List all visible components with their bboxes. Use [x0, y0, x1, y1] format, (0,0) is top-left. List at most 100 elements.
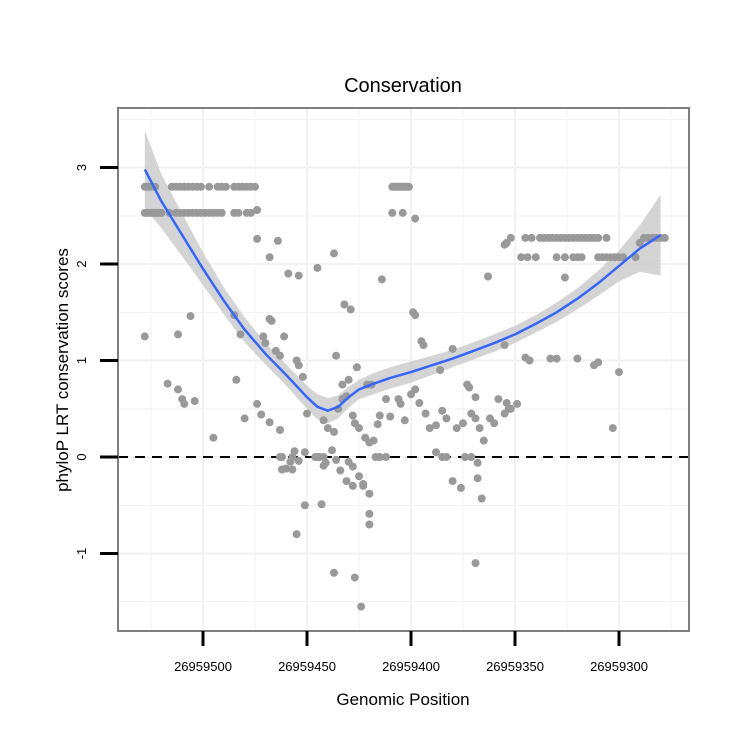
- data-point: [404, 182, 413, 191]
- data-point: [594, 233, 603, 242]
- data-point: [560, 273, 569, 282]
- data-point: [276, 351, 284, 360]
- data-point: [294, 271, 303, 280]
- data-point: [253, 206, 262, 214]
- data-point: [163, 379, 172, 388]
- data-point: [290, 447, 299, 456]
- data-point: [660, 233, 669, 242]
- data-point: [471, 393, 480, 402]
- smooth-line: [143, 168, 662, 412]
- data-point: [278, 453, 286, 461]
- data-point: [500, 409, 509, 418]
- data-point: [294, 456, 303, 465]
- data-point: [330, 249, 338, 258]
- data-point: [332, 351, 341, 360]
- data-point: [180, 399, 189, 408]
- data-point: [552, 354, 561, 363]
- data-point: [452, 424, 461, 433]
- data-point: [411, 311, 420, 320]
- data-point: [432, 448, 440, 457]
- data-point: [294, 361, 303, 370]
- data-point: [471, 559, 480, 568]
- y-tick-label: 0: [74, 453, 89, 460]
- grid-lines: [118, 108, 689, 631]
- data-point: [531, 253, 540, 262]
- data-point: [303, 409, 311, 418]
- data-point: [465, 383, 474, 392]
- y-tick-label: 3: [74, 164, 89, 171]
- data-point: [461, 453, 470, 461]
- data-point: [436, 366, 445, 375]
- data-point: [365, 520, 374, 529]
- data-point: [506, 404, 515, 413]
- data-point: [196, 182, 205, 191]
- data-point: [448, 344, 457, 353]
- data-point: [386, 412, 395, 421]
- data-point: [332, 455, 341, 464]
- data-point: [513, 399, 522, 408]
- data-point: [467, 453, 476, 461]
- data-point: [344, 375, 353, 384]
- data-point: [157, 208, 166, 217]
- data-point: [415, 399, 424, 407]
- y-tick-label: 2: [74, 260, 89, 267]
- data-point: [388, 208, 397, 217]
- data-point: [521, 233, 530, 242]
- data-point: [253, 234, 262, 243]
- data-point: [525, 356, 534, 365]
- data-point: [359, 480, 368, 488]
- data-point: [411, 385, 420, 394]
- x-tick-label: 26959450: [278, 659, 336, 674]
- y-tick-label: 1: [74, 357, 89, 364]
- data-point: [348, 481, 357, 490]
- data-point: [373, 420, 382, 429]
- data-point: [475, 424, 484, 433]
- data-point: [257, 410, 266, 419]
- data-point: [217, 208, 226, 217]
- data-point: [298, 372, 307, 381]
- data-point: [473, 474, 482, 483]
- data-point: [251, 182, 259, 191]
- data-point: [221, 182, 230, 191]
- data-point: [282, 464, 291, 473]
- data-point: [546, 354, 555, 363]
- data-point: [494, 395, 503, 404]
- x-tick-label: 26959500: [174, 659, 232, 674]
- y-axis-ticks: -1 0 1 2 3: [74, 164, 118, 559]
- data-point: [365, 489, 374, 498]
- data-point: [259, 332, 268, 341]
- data-point: [319, 416, 328, 425]
- x-tick-label: 26959400: [382, 659, 440, 674]
- data-point: [396, 399, 405, 408]
- data-point: [190, 397, 199, 405]
- data-point: [350, 573, 359, 582]
- data-point: [246, 208, 255, 217]
- data-point: [348, 462, 357, 471]
- data-point: [140, 332, 149, 341]
- data-point: [346, 305, 355, 314]
- data-point: [523, 253, 532, 262]
- data-point: [411, 214, 420, 223]
- data-point: [560, 253, 569, 262]
- x-axis-ticks: 26959500 26959450 26959400 26959350 26959300: [174, 631, 648, 674]
- data-point: [205, 182, 214, 191]
- data-point: [265, 253, 274, 262]
- panel-border: [117, 107, 690, 632]
- data-point: [261, 339, 270, 348]
- data-point: [330, 427, 338, 436]
- data-point: [330, 568, 338, 577]
- data-point: [267, 316, 276, 325]
- data-point: [608, 424, 617, 433]
- data-point: [273, 236, 282, 245]
- data-point: [300, 501, 309, 510]
- data-point: [300, 448, 309, 457]
- data-point: [369, 436, 378, 445]
- data-point: [338, 380, 347, 389]
- data-point: [490, 419, 499, 428]
- data-point: [336, 466, 345, 475]
- data-point: [577, 253, 586, 262]
- data-point: [419, 341, 428, 350]
- data-point: [517, 253, 526, 262]
- x-tick-label: 26959300: [590, 659, 648, 674]
- data-point: [342, 477, 351, 486]
